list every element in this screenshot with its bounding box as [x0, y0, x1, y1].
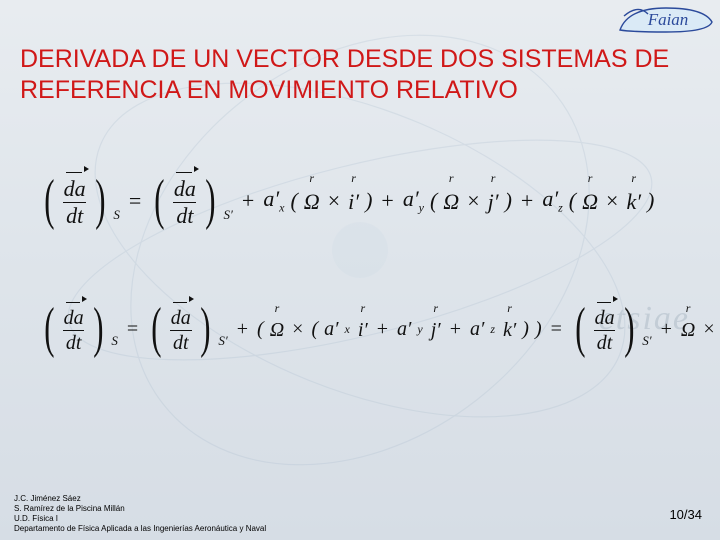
frame-S: S — [113, 207, 120, 223]
department: Departamento de Física Aplicada a las In… — [14, 524, 266, 534]
author-2: S. Ramírez de la Piscina Millán — [14, 504, 266, 514]
equation-2: ( da dt ) S = ( da dt ) S′ + (Ω× ( a′xi′… — [40, 305, 700, 353]
brand-logo: Faian — [618, 2, 714, 38]
page-number: 10/34 — [669, 507, 702, 522]
frame-Sprime: S′ — [224, 207, 233, 223]
logo-text: Faian — [647, 10, 689, 29]
equations-region: ( da dt ) S = ( da dt ) S′ + a′x (Ω×i′) … — [40, 175, 700, 353]
footer-credits: J.C. Jiménez Sáez S. Ramírez de la Pisci… — [14, 494, 266, 534]
author-1: J.C. Jiménez Sáez — [14, 494, 266, 504]
page-title: DERIVADA DE UN VECTOR DESDE DOS SISTEMAS… — [20, 44, 700, 107]
equation-1: ( da dt ) S = ( da dt ) S′ + a′x (Ω×i′) … — [40, 175, 700, 227]
course-name: U.D. Física I — [14, 514, 266, 524]
